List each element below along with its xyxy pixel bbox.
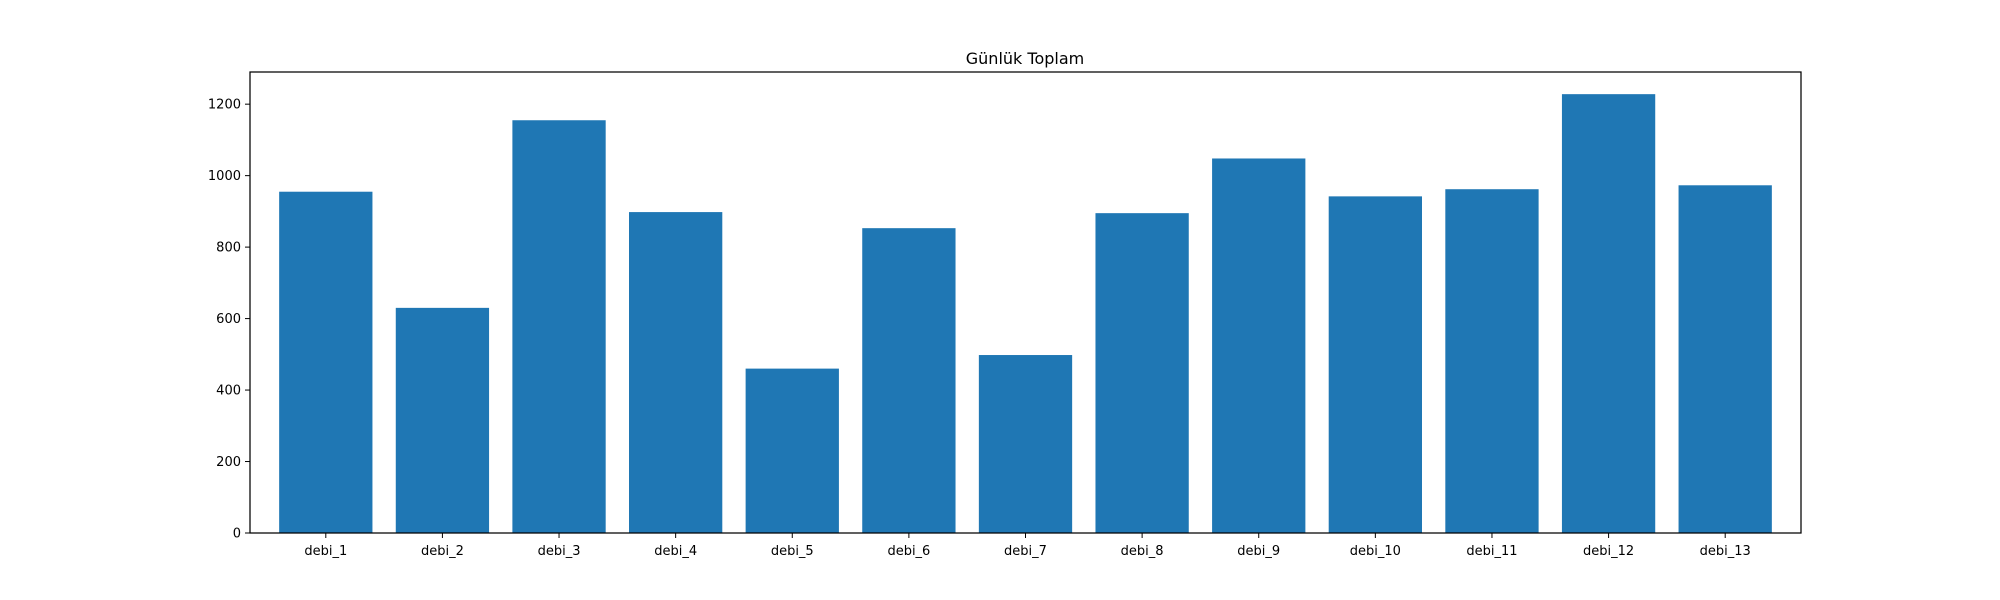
y-tick-label: 1200	[208, 98, 241, 113]
bar-debi_12	[1561, 94, 1656, 533]
x-tick-label: debi_11	[1466, 544, 1517, 559]
bar-debi_6	[862, 228, 956, 533]
bar-debi_9	[1212, 158, 1306, 533]
bar-debi_7	[978, 355, 1073, 533]
bar-debi_1	[279, 191, 373, 534]
x-tick-label: debi_6	[887, 544, 930, 559]
bar-debi_13	[1678, 185, 1772, 534]
x-tick-label: debi_4	[654, 544, 697, 559]
bar-debi_5	[745, 368, 839, 533]
bar-debi_4	[629, 212, 723, 533]
x-tick-label: debi_13	[1700, 544, 1751, 559]
y-tick-label: 400	[216, 384, 241, 399]
x-tick-label: debi_5	[771, 544, 814, 559]
y-tick-label: 200	[216, 455, 241, 470]
bar-debi_3	[512, 120, 606, 533]
x-tick-label: debi_12	[1583, 544, 1634, 559]
x-tick-label: debi_9	[1237, 544, 1280, 559]
x-tick-label: debi_1	[304, 544, 347, 559]
bar-debi_11	[1445, 189, 1539, 533]
bars-group	[279, 94, 1772, 534]
x-tick-label: debi_2	[421, 544, 464, 559]
y-tick-label: 0	[233, 527, 241, 542]
bar-debi_8	[1095, 213, 1189, 533]
plot-frame	[249, 71, 1802, 534]
y-axis: 0 200 400 600 800 1000 1200	[208, 98, 250, 542]
x-tick-label: debi_10	[1350, 544, 1401, 559]
x-tick-label: debi_3	[538, 544, 581, 559]
bar-debi_2	[395, 307, 490, 533]
y-tick-label: 800	[216, 241, 241, 256]
x-tick-label: debi_7	[1004, 544, 1047, 559]
chart-title: Günlük Toplam	[966, 49, 1084, 68]
bar-debi_10	[1328, 196, 1422, 533]
x-axis: debi_1 debi_2 debi_3 debi_4 debi_5 debi_6 debi…	[304, 533, 1751, 559]
x-tick-label: debi_8	[1121, 544, 1164, 559]
y-tick-label: 600	[216, 312, 241, 327]
y-tick-label: 1000	[208, 169, 241, 184]
